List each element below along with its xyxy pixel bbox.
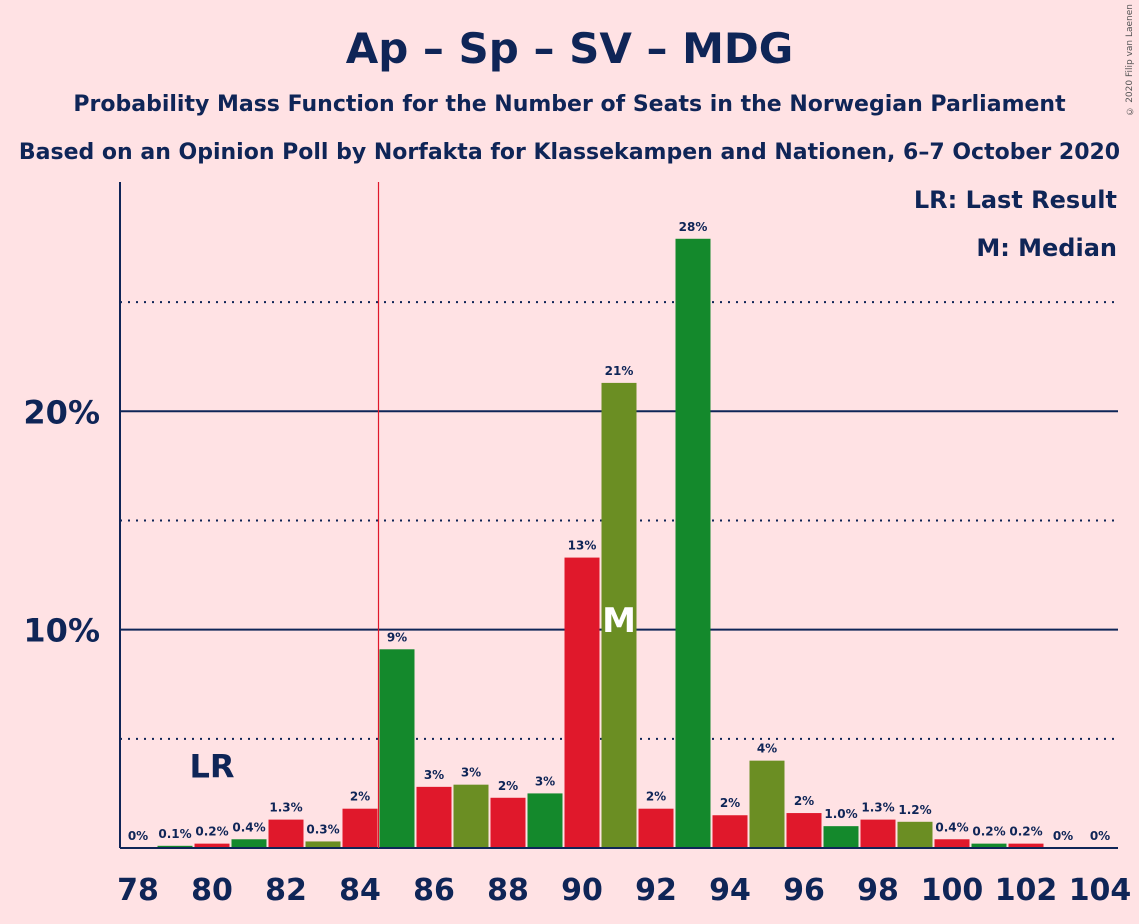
data-label-seat-79: 0.1% — [158, 827, 191, 841]
data-label-seat-98: 1.3% — [861, 801, 894, 815]
data-label-seat-80: 0.2% — [195, 825, 228, 839]
data-label-seat-82: 1.3% — [269, 801, 302, 815]
x-tick-label-88: 88 — [487, 873, 529, 908]
data-label-seat-86: 3% — [424, 768, 444, 782]
bar-seat-79 — [157, 845, 193, 848]
bar-seat-97 — [823, 826, 859, 848]
x-tick-label-98: 98 — [857, 873, 899, 908]
bar-seat-93 — [675, 238, 711, 848]
bar-seat-102 — [1008, 843, 1044, 848]
x-tick-label-92: 92 — [635, 873, 677, 908]
last-result-marker: LR — [189, 748, 234, 786]
legend-median: M: Median — [976, 234, 1117, 262]
bar-seat-86 — [416, 786, 452, 848]
bar-seat-92 — [638, 808, 674, 848]
y-tick-label-20: 20% — [23, 393, 100, 431]
data-label-seat-101: 0.2% — [972, 825, 1005, 839]
data-label-seat-88: 2% — [498, 779, 518, 793]
bar-seat-85 — [379, 649, 415, 848]
x-tick-label-86: 86 — [413, 873, 455, 908]
data-label-seat-97: 1.0% — [824, 807, 857, 821]
bar-seat-82 — [268, 819, 304, 848]
x-tick-label-90: 90 — [561, 873, 603, 908]
bar-seat-96 — [786, 813, 822, 848]
bar-seat-95 — [749, 760, 785, 848]
data-label-seat-99: 1.2% — [898, 803, 931, 817]
bar-seat-84 — [342, 808, 378, 848]
x-tick-label-80: 80 — [191, 873, 233, 908]
bar-seat-99 — [897, 821, 933, 848]
data-label-seat-94: 2% — [720, 796, 740, 810]
chart-subtitle-2: Based on an Opinion Poll by Norfakta for… — [18, 140, 1121, 165]
data-label-seat-103: 0% — [1053, 829, 1073, 843]
data-label-seat-92: 2% — [646, 790, 666, 804]
data-label-seat-83: 0.3% — [306, 822, 339, 836]
bar-seat-81 — [231, 839, 267, 848]
data-label-seat-102: 0.2% — [1009, 825, 1042, 839]
bar-seat-83 — [305, 841, 341, 848]
data-label-seat-85: 9% — [387, 630, 407, 644]
data-label-seat-87: 3% — [461, 766, 481, 780]
data-label-seat-84: 2% — [350, 790, 370, 804]
x-tick-label-82: 82 — [265, 873, 307, 908]
bar-seat-89 — [527, 793, 563, 848]
bar-seat-94 — [712, 815, 748, 848]
x-tick-label-94: 94 — [709, 873, 751, 908]
data-label-seat-93: 28% — [679, 220, 708, 234]
bar-seat-100 — [934, 839, 970, 848]
bar-seat-90 — [564, 557, 600, 848]
bar-seat-101 — [971, 843, 1007, 848]
bar-seat-91 — [601, 382, 637, 848]
x-tick-label-96: 96 — [783, 873, 825, 908]
data-label-seat-89: 3% — [535, 774, 555, 788]
data-label-seat-81: 0.4% — [232, 820, 265, 834]
data-label-seat-96: 2% — [794, 794, 814, 808]
x-tick-label-100: 100 — [921, 873, 984, 908]
bar-seat-88 — [490, 797, 526, 848]
data-label-seat-91: 21% — [605, 364, 634, 378]
x-tick-label-78: 78 — [117, 873, 159, 908]
bar-seat-87 — [453, 784, 489, 848]
x-tick-label-84: 84 — [339, 873, 381, 908]
chart-title: Ap – Sp – SV – MDG — [345, 24, 794, 73]
legend-last-result: LR: Last Result — [913, 186, 1117, 214]
median-marker: M — [602, 601, 636, 641]
bar-seat-80 — [194, 843, 230, 848]
data-label-seat-78: 0% — [128, 829, 148, 843]
data-label-seat-100: 0.4% — [935, 820, 968, 834]
bar-seat-98 — [860, 819, 896, 848]
x-tick-label-104: 104 — [1069, 873, 1132, 908]
data-label-seat-90: 13% — [568, 539, 597, 553]
x-tick-label-102: 102 — [995, 873, 1058, 908]
data-label-seat-104: 0% — [1090, 829, 1110, 843]
y-tick-label-10: 10% — [23, 612, 100, 650]
chart-subtitle-1: Probability Mass Function for the Number… — [73, 92, 1066, 117]
data-label-seat-95: 4% — [757, 742, 777, 756]
